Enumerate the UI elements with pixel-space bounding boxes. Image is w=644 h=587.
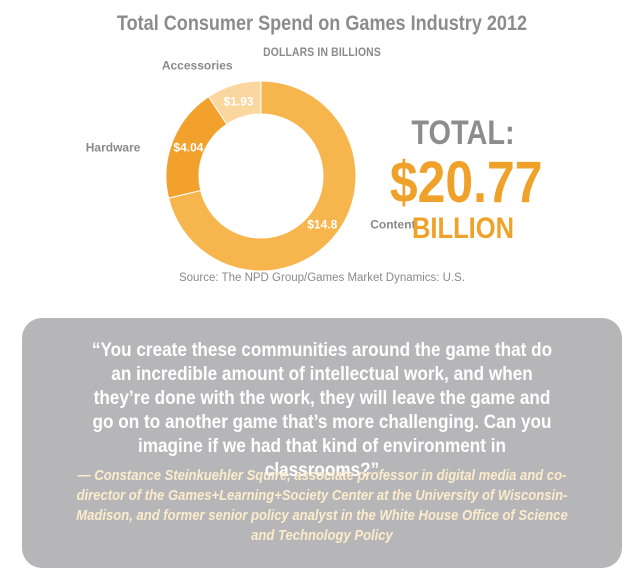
quote-text: “You create these communities around the… <box>91 339 553 481</box>
chart-title: Total Consumer Spend on Games Industry 2… <box>116 12 528 35</box>
value-label-content: $14.8 <box>307 217 337 231</box>
category-label-content: Content <box>370 217 415 231</box>
total-unit: BILLION <box>412 212 514 245</box>
quote-attribution: — Constance Steinkuehler Squire, associa… <box>76 468 568 544</box>
total-amount: $20.77 <box>389 150 543 215</box>
total-label: TOTAL: <box>411 114 515 152</box>
category-label-hardware: Hardware <box>86 140 141 154</box>
source-note: Source: The NPD Group/Games Market Dynam… <box>178 272 466 284</box>
total-block: TOTAL: $20.77 BILLION <box>378 115 548 245</box>
quote-box: “You create these communities around the… <box>22 318 622 568</box>
category-label-accessories: Accessories <box>162 58 233 72</box>
slice-content <box>168 80 357 272</box>
donut-chart: $14.8 Content $4.04 Hardware $1.93 Accessorie… <box>86 58 416 272</box>
value-label-hardware: $4.04 <box>173 140 203 154</box>
chart-subtitle: DOLLARS IN BILLIONS <box>263 47 381 59</box>
value-label-accessories: $1.93 <box>224 94 254 108</box>
slice-accessories <box>207 80 262 125</box>
